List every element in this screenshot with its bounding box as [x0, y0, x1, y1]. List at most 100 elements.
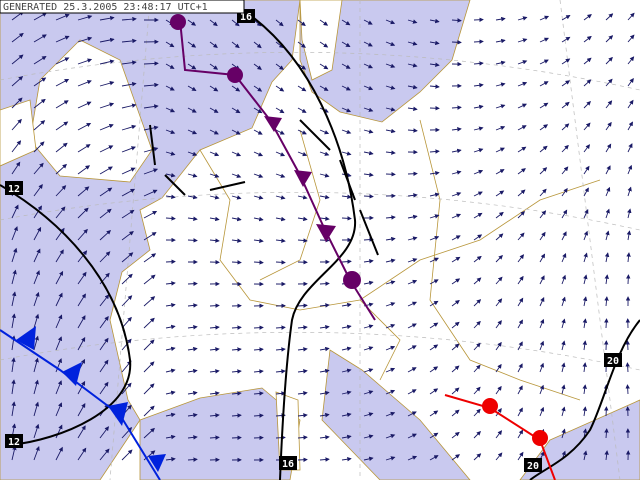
wind-arrow — [187, 107, 197, 113]
wind-arrow — [539, 406, 545, 417]
wind-arrow — [209, 129, 219, 135]
wind-arrow — [473, 104, 484, 110]
wind-arrow — [583, 57, 592, 65]
wind-arrow — [583, 230, 589, 241]
wind-arrow — [407, 258, 418, 263]
wind-arrow — [451, 148, 462, 154]
wind-arrow — [582, 318, 588, 329]
wind-arrow — [341, 107, 352, 113]
wind-arrow — [165, 412, 176, 418]
wind-arrow — [11, 118, 22, 131]
wind-arrow — [253, 325, 264, 330]
wind-arrow — [11, 247, 18, 263]
wind-arrow — [539, 253, 546, 263]
wind-arrow — [451, 235, 461, 241]
wind-arrow — [429, 300, 439, 307]
wind-arrow — [451, 105, 462, 110]
wind-arrow — [363, 85, 374, 91]
wind-arrow — [605, 100, 613, 109]
wind-arrow — [143, 189, 158, 197]
wind-arrow — [55, 78, 70, 87]
wind-arrow — [121, 146, 136, 153]
wind-arrow — [319, 412, 330, 418]
wind-arrow — [517, 407, 523, 417]
wind-arrow — [121, 60, 137, 65]
wind-arrow — [33, 248, 41, 263]
wind-arrow — [143, 104, 159, 109]
wind-arrow — [77, 186, 90, 197]
wind-arrow — [319, 194, 330, 200]
wind-arrow — [495, 147, 505, 153]
wind-arrow — [561, 384, 566, 395]
wind-arrow — [143, 210, 158, 219]
wind-arrow — [604, 318, 609, 329]
wind-arrow — [627, 186, 632, 197]
wind-arrow — [407, 345, 417, 351]
wind-arrow — [11, 204, 19, 219]
wind-arrow — [77, 250, 88, 263]
wind-arrow — [605, 230, 610, 241]
wind-arrow — [11, 313, 16, 329]
wind-arrow — [539, 145, 548, 153]
wind-arrow — [495, 320, 502, 329]
wind-arrow — [165, 173, 176, 178]
wind-arrow — [275, 260, 286, 265]
wind-arrow — [187, 346, 198, 352]
generated-stamp: GENERATED 25.3.2005 23:48:17 UTC+1 — [3, 2, 208, 13]
wind-arrow — [407, 19, 418, 24]
wind-arrow — [451, 127, 462, 132]
wind-arrow — [55, 358, 62, 373]
wind-arrow — [55, 402, 63, 417]
wind-arrow — [539, 231, 546, 241]
isoline-label: 16 — [282, 459, 294, 470]
wind-arrow — [319, 390, 330, 396]
wind-arrow — [517, 81, 528, 87]
wind-arrow — [407, 301, 417, 307]
wind-arrow — [319, 457, 330, 462]
wind-arrow — [143, 168, 159, 175]
wind-arrow — [451, 299, 460, 307]
wind-arrow — [319, 435, 330, 440]
wind-arrow — [341, 324, 352, 330]
wind-arrow — [121, 449, 133, 461]
wind-arrow — [55, 57, 70, 65]
wind-arrow — [275, 129, 285, 135]
wind-arrow — [297, 129, 307, 135]
wind-arrow — [231, 129, 241, 135]
wind-arrow — [539, 318, 545, 329]
wind-arrow — [561, 406, 566, 417]
wind-arrow — [319, 173, 330, 178]
wind-arrow — [473, 126, 484, 131]
wind-arrow — [429, 192, 440, 197]
wind-arrow — [561, 187, 568, 197]
wind-arrow — [539, 167, 548, 175]
wind-arrow — [451, 321, 460, 329]
wind-arrow — [341, 194, 352, 199]
wind-arrow — [275, 41, 284, 49]
wind-arrow — [33, 184, 43, 197]
wind-arrow — [385, 85, 396, 90]
wind-arrow — [473, 169, 484, 175]
wind-arrow — [99, 294, 110, 307]
wind-arrow — [539, 188, 547, 197]
wind-arrow — [253, 347, 264, 352]
wind-arrow — [495, 452, 503, 461]
wind-arrow — [561, 14, 571, 21]
wind-arrow — [363, 63, 373, 69]
wind-arrow — [209, 195, 220, 200]
wind-arrow — [583, 252, 588, 263]
wind-arrow — [407, 84, 418, 90]
wind-arrow — [99, 166, 113, 175]
wind-arrow — [385, 215, 396, 220]
occluded-front — [170, 14, 376, 321]
wind-arrow — [539, 362, 545, 373]
wind-arrow — [77, 14, 93, 21]
wind-arrow — [297, 347, 308, 352]
wind-arrow — [429, 170, 440, 176]
wind-arrow — [517, 319, 523, 329]
wind-arrow — [121, 188, 136, 197]
wind-arrow — [429, 235, 440, 241]
wind-arrow — [275, 19, 284, 27]
wind-arrow — [253, 216, 264, 222]
wind-arrow — [517, 38, 528, 43]
